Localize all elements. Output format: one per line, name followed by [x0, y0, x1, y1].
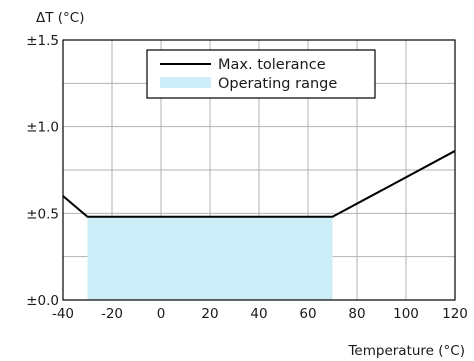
plot-frame [62, 39, 456, 301]
plot-lines [62, 150, 456, 218]
y-tick-label: ±1.0 [26, 120, 59, 136]
series-line-max-tolerance [62, 150, 456, 218]
tick-labels: -40 -20 0 20 40 60 80 100 120 ±0.0 ±0.5 ±1.0 ±1.5 [26, 33, 468, 322]
plot-areas [87, 216, 333, 300]
x-tick-label: -40 [52, 306, 74, 322]
legend: Max. tolerance Operating range [146, 49, 376, 99]
y-tick-label: ±0.0 [26, 293, 59, 309]
x-tick-label: -20 [101, 306, 123, 322]
x-axis-title: Temperature (°C) [347, 343, 465, 359]
x-tick-label: 20 [201, 306, 218, 322]
x-tick-label: 80 [348, 306, 365, 322]
legend-box [146, 49, 376, 99]
series-area-operating-range [87, 216, 333, 300]
x-tick-label: 60 [299, 306, 316, 322]
legend-label-operating-range: Operating range [218, 76, 337, 92]
x-tick-label: 100 [393, 306, 419, 322]
y-axis-title: ΔT (°C) [36, 10, 84, 26]
x-tick-label: 120 [442, 306, 468, 322]
legend-swatch-operating-range [160, 77, 211, 88]
y-tick-label: ±1.5 [26, 33, 59, 49]
x-tick-label: 0 [157, 306, 166, 322]
x-tick-label: 40 [250, 306, 267, 322]
legend-label-max-tolerance: Max. tolerance [218, 57, 326, 73]
y-tick-label: ±0.5 [26, 206, 59, 222]
